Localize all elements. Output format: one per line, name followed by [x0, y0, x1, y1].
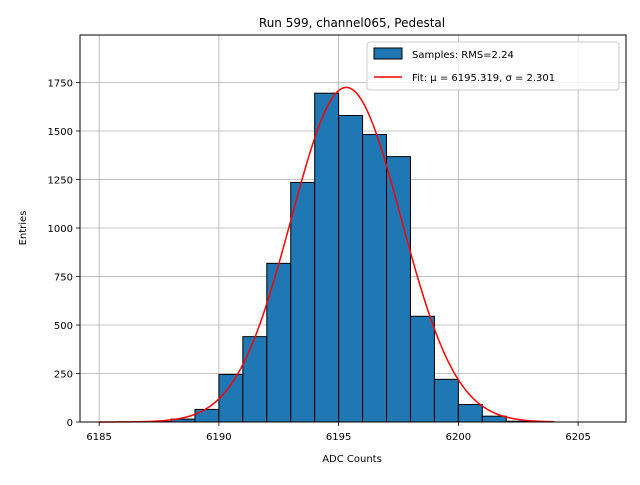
histogram-bar — [410, 316, 434, 422]
histogram-bar — [434, 379, 458, 422]
x-tick-label: 6200 — [446, 432, 471, 443]
histogram-bar — [482, 416, 506, 422]
histogram-bar — [267, 263, 291, 422]
histogram-bar — [243, 337, 267, 422]
y-tick-label: 250 — [54, 370, 73, 381]
histogram-bar — [387, 157, 411, 422]
legend-histogram-label: Samples: RMS=2.24 — [412, 50, 514, 61]
y-tick-label: 750 — [54, 273, 73, 284]
histogram-bar — [458, 405, 482, 422]
x-tick-label: 6195 — [326, 432, 351, 443]
histogram-bar — [339, 116, 363, 422]
histogram-bar — [195, 409, 219, 422]
x-tick-label: 6185 — [86, 432, 111, 443]
y-tick-label: 1000 — [48, 224, 73, 235]
legend-fit-label: Fit: μ = 6195.319, σ = 2.301 — [412, 73, 555, 84]
x-tick-label: 6205 — [565, 432, 590, 443]
histogram-bar — [219, 374, 243, 422]
y-tick-label: 0 — [67, 418, 73, 429]
legend: Samples: RMS=2.24 Fit: μ = 6195.319, σ =… — [367, 42, 619, 90]
x-axis-label: ADC Counts — [322, 454, 382, 465]
y-tick-label: 1750 — [48, 79, 73, 90]
legend-histogram-swatch — [374, 48, 402, 59]
histogram-bar — [363, 135, 387, 422]
y-tick-label: 1500 — [48, 127, 73, 138]
histogram-bar — [315, 93, 339, 422]
y-axis-label: Entries — [18, 211, 29, 246]
y-tick-label: 500 — [54, 321, 73, 332]
x-tick-label: 6190 — [206, 432, 231, 443]
histogram-bar — [291, 182, 315, 422]
chart-title: Run 599, channel065, Pedestal — [259, 16, 445, 30]
y-tick-label: 1250 — [48, 176, 73, 187]
